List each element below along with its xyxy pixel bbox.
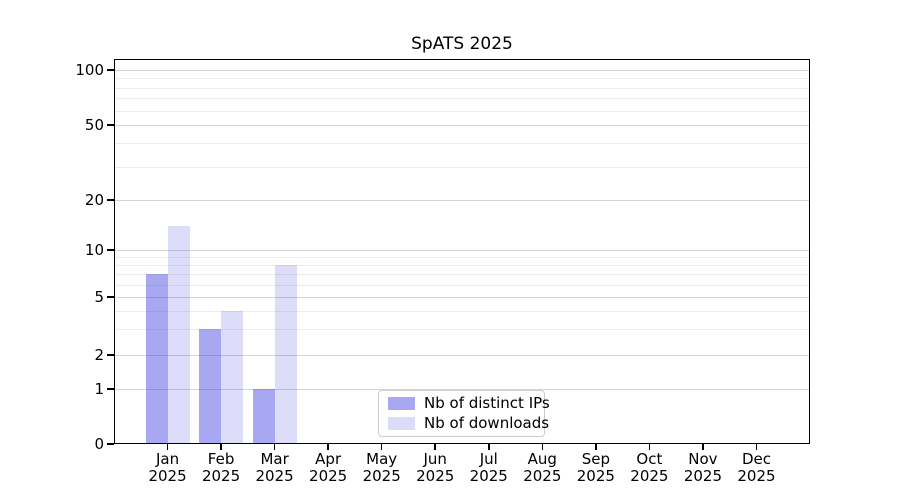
gridline-6	[114, 284, 810, 286]
x-tick-mark-apr	[327, 444, 329, 450]
bar-distinct-ips-jan	[145, 274, 168, 444]
gridline-100	[114, 70, 810, 71]
gridline-7	[114, 274, 810, 276]
x-tick-mark-jul	[488, 444, 490, 450]
x-tick-label-mar: Mar 2025	[255, 450, 294, 485]
grid-layer	[114, 59, 810, 444]
bars-layer	[114, 59, 810, 444]
legend-label-downloads: Nb of downloads	[424, 414, 550, 432]
legend-label-distinct-ips: Nb of distinct IPs	[424, 394, 550, 412]
x-tick-label-nov: Nov 2025	[683, 450, 723, 485]
y-tick-label-1: 1	[94, 380, 104, 398]
gridline-9	[114, 257, 810, 259]
gridline-2	[114, 355, 810, 356]
y-tick-label-2: 2	[94, 346, 104, 364]
gridline-50	[114, 125, 810, 126]
x-tick-mark-aug	[541, 444, 544, 450]
bar-distinct-ips-mar	[252, 389, 275, 444]
y-tick-mark-2	[107, 354, 114, 356]
y-tick-label-0: 0	[94, 435, 104, 453]
y-tick-label-100: 100	[75, 61, 104, 79]
legend-item-distinct-ips: Nb of distinct IPs	[388, 395, 550, 412]
x-tick-label-apr: Apr 2025	[309, 450, 348, 485]
x-tick-label-sep: Sep 2025	[576, 450, 615, 485]
x-tick-mark-jan	[166, 444, 169, 450]
y-tick-mark-10	[107, 249, 114, 251]
legend-item-downloads: Nb of downloads	[388, 415, 549, 432]
gridline-80	[114, 87, 810, 89]
legend-swatch-distinct-ips	[388, 397, 415, 410]
gridline-4	[114, 311, 810, 313]
gridline-5	[114, 297, 810, 298]
x-tick-mark-nov	[702, 444, 704, 450]
x-tick-mark-may	[380, 444, 383, 450]
bar-distinct-ips-feb	[199, 329, 222, 444]
bar-downloads-jan	[167, 225, 190, 444]
x-tick-label-may: May 2025	[362, 450, 401, 485]
gridline-40	[114, 143, 810, 145]
x-tick-label-feb: Feb 2025	[201, 450, 241, 485]
x-tick-mark-feb	[220, 444, 222, 450]
legend: Nb of distinct IPs Nb of downloads	[378, 390, 550, 437]
plot-area	[114, 59, 810, 444]
y-tick-label-20: 20	[84, 191, 104, 209]
x-tick-mark-mar	[273, 444, 276, 450]
gridline-90	[114, 78, 810, 80]
gridline-60	[114, 110, 810, 112]
y-tick-mark-20	[107, 199, 114, 201]
gridline-70	[114, 98, 810, 100]
legend-swatch-downloads	[388, 417, 415, 430]
x-tick-label-dec: Dec 2025	[737, 450, 776, 485]
y-tick-mark-0	[107, 443, 114, 445]
gridline-10	[114, 250, 810, 251]
x-tick-label-jul: Jul 2025	[469, 450, 508, 485]
gridline-1	[114, 389, 810, 390]
x-tick-mark-jun	[434, 444, 436, 450]
y-tick-label-50: 50	[84, 116, 104, 134]
gridline-3	[114, 329, 810, 331]
x-tick-label-jun: Jun 2025	[416, 450, 455, 485]
gridline-8	[114, 265, 810, 267]
y-tick-label-10: 10	[84, 241, 104, 259]
x-tick-mark-dec	[755, 444, 758, 450]
gridline-30	[114, 166, 810, 168]
bar-downloads-mar	[274, 265, 297, 444]
y-tick-mark-100	[107, 69, 114, 71]
x-tick-label-oct: Oct 2025	[630, 450, 669, 485]
gridline-20	[114, 200, 810, 201]
y-tick-mark-1	[107, 388, 114, 390]
chart-title: SpATS 2025	[411, 34, 513, 54]
y-tick-mark-50	[107, 124, 114, 126]
x-tick-mark-sep	[595, 444, 597, 450]
x-tick-label-jan: Jan 2025	[148, 450, 187, 485]
y-tick-mark-5	[107, 296, 114, 298]
x-tick-label-aug: Aug 2025	[523, 450, 562, 485]
x-tick-mark-oct	[648, 444, 651, 450]
y-tick-label-5: 5	[94, 288, 104, 306]
bar-downloads-feb	[221, 311, 244, 444]
